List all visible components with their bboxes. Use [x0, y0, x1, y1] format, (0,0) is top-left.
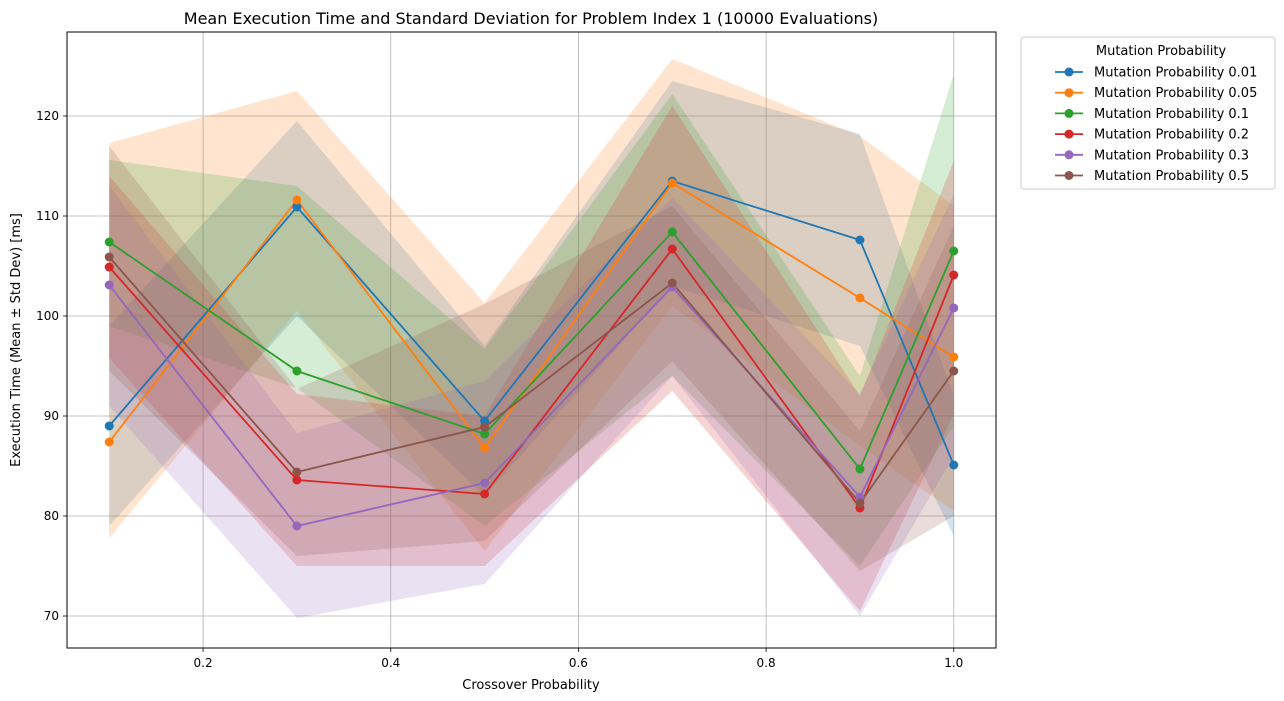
data-point — [292, 475, 302, 485]
series-line — [108, 230, 955, 471]
legend-items: Mutation Probability 0.01 Mutation Probab… — [1055, 66, 1257, 184]
y-axis-ticks: 70 80 90 100 110 120 — [36, 109, 67, 623]
data-point — [667, 178, 677, 188]
x-axis-label: Crossover Probability — [462, 678, 600, 693]
data-point — [104, 280, 114, 290]
series-line — [108, 247, 955, 510]
y-tick-label: 100 — [36, 309, 59, 323]
data-point — [104, 237, 114, 247]
std-band — [109, 81, 954, 536]
data-point — [480, 422, 490, 432]
y-tick-label: 80 — [44, 509, 59, 523]
data-point — [667, 244, 677, 254]
data-point — [855, 498, 865, 508]
data-point — [104, 262, 114, 272]
series-line — [108, 179, 955, 466]
legend-marker — [1064, 150, 1074, 160]
x-tick-label: 1.0 — [944, 656, 963, 670]
data-point — [292, 202, 302, 212]
legend: Mutation Probability Mutation Probabilit… — [1020, 36, 1276, 190]
y-tick-label: 120 — [36, 109, 59, 123]
x-tick-label: 0.2 — [194, 656, 213, 670]
legend-entry-label: Mutation Probability 0.2 — [1094, 128, 1249, 143]
data-point — [667, 227, 677, 237]
data-point — [480, 489, 490, 499]
x-axis-ticks: 0.2 0.4 0.6 0.8 1.0 — [194, 648, 963, 670]
legend-entry-label: Mutation Probability 0.05 — [1094, 86, 1257, 101]
series-lines — [108, 179, 955, 528]
y-tick-label: 90 — [44, 409, 59, 423]
grid — [67, 32, 996, 648]
data-point — [104, 252, 114, 262]
data-point — [480, 443, 490, 453]
data-point — [104, 421, 114, 431]
legend-marker — [1064, 129, 1074, 139]
legend-entry-label: Mutation Probability 0.3 — [1094, 148, 1249, 163]
x-tick-label: 0.4 — [381, 656, 400, 670]
series-line — [108, 256, 955, 505]
legend-entry-label: Mutation Probability 0.01 — [1094, 66, 1257, 81]
data-point — [949, 270, 959, 280]
data-point — [104, 437, 114, 447]
legend-entry-label: Mutation Probability 0.5 — [1094, 169, 1249, 184]
series-line — [108, 181, 955, 450]
y-tick-label: 70 — [44, 609, 59, 623]
data-point — [855, 235, 865, 245]
x-tick-label: 0.6 — [569, 656, 588, 670]
plot-frame — [66, 31, 997, 649]
data-point — [292, 521, 302, 531]
std-band — [109, 59, 954, 551]
series-line — [108, 284, 955, 528]
legend-marker — [1064, 108, 1074, 118]
std-band — [109, 146, 954, 571]
std-bands — [109, 59, 954, 618]
x-tick-label: 0.8 — [757, 656, 776, 670]
y-tick-label: 110 — [36, 209, 59, 223]
legend-box — [1020, 36, 1276, 190]
data-point — [949, 303, 959, 313]
series-points — [104, 176, 959, 531]
chart-title: Mean Execution Time and Standard Deviati… — [184, 9, 878, 28]
data-point — [480, 478, 490, 488]
std-band — [109, 186, 954, 618]
legend-marker — [1064, 88, 1074, 98]
data-point — [855, 464, 865, 474]
data-point — [667, 278, 677, 288]
data-point — [292, 366, 302, 376]
legend-title: Mutation Probability — [1096, 44, 1227, 59]
data-point — [480, 429, 490, 439]
data-point — [855, 293, 865, 303]
legend-marker — [1064, 171, 1074, 180]
y-axis-label: Execution Time (Mean ± Std Dev) [ms] — [9, 213, 24, 467]
legend-entry-label: Mutation Probability 0.1 — [1094, 107, 1249, 122]
data-point — [949, 460, 959, 470]
std-band — [109, 106, 954, 611]
legend-marker — [1064, 67, 1074, 77]
data-point — [949, 352, 959, 362]
data-point — [292, 195, 302, 205]
data-point — [949, 366, 959, 376]
data-point — [949, 246, 959, 256]
data-point — [292, 467, 302, 477]
std-band — [109, 74, 954, 566]
